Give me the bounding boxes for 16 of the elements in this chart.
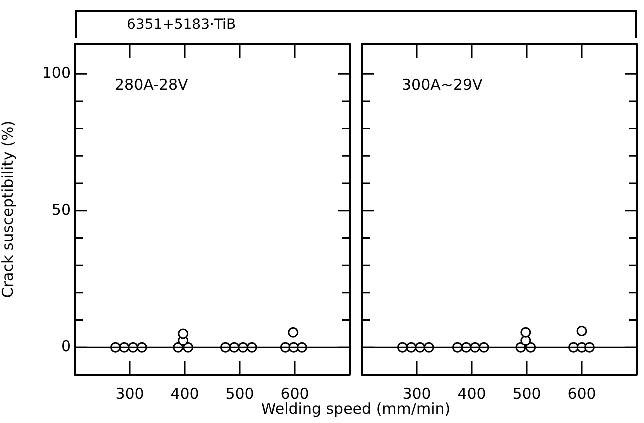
x-axis-title: Welding speed (mm/min) [261,400,451,418]
y-axis-title: Crack susceptibility (%) [0,120,17,298]
chart-title: 6351+5183·TiB [75,10,637,38]
annotation: 300A~29V [402,76,484,94]
x-tick-label: 500 [512,384,542,403]
x-tick-label: 400 [170,384,200,403]
x-tick-label: 300 [116,384,144,403]
y-tick-label: 0 [61,338,71,356]
y-tick-label: 50 [52,200,71,219]
x-tick-label: 300 [402,384,432,403]
x-tick-label: 400 [458,384,486,403]
x-tick-label: 600 [568,384,596,403]
y-tick-label: 100 [42,64,71,82]
annotation: 280A-28V [115,76,190,94]
x-tick-label: 500 [226,384,254,403]
x-tick-label: 600 [280,384,310,403]
